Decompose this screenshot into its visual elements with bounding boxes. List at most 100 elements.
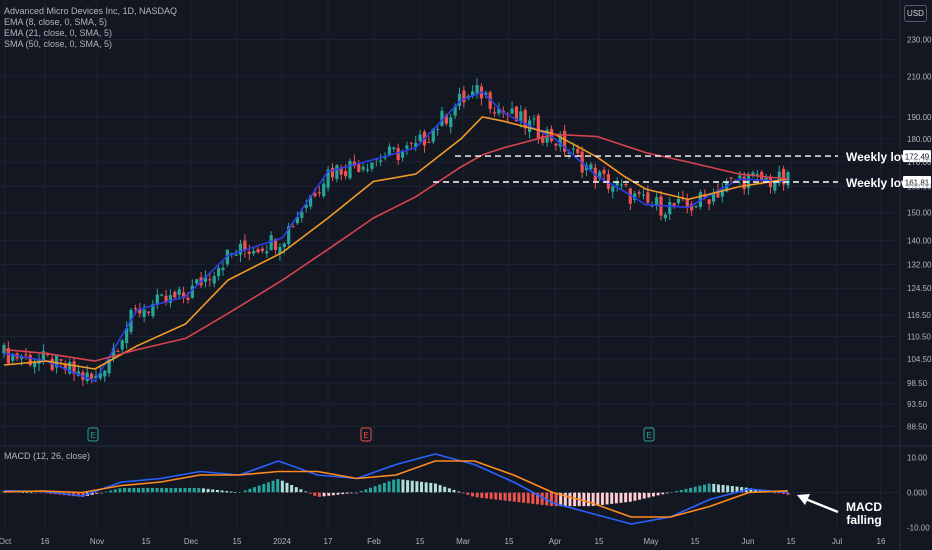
candle — [151, 299, 155, 319]
candle-body — [164, 295, 168, 303]
price-tag-label: 161.81 — [905, 178, 930, 187]
candle-body — [646, 192, 650, 203]
histogram-bar — [113, 489, 117, 493]
histogram-bar — [772, 492, 776, 494]
histogram-bar — [336, 492, 340, 495]
histogram-bar — [591, 492, 595, 507]
candle-body — [190, 285, 194, 298]
candle-body — [379, 160, 383, 162]
price-tag: 161.81 — [903, 175, 931, 188]
candle — [646, 185, 650, 205]
histogram-bar — [452, 489, 456, 493]
histogram-bar — [406, 480, 410, 493]
candle-body — [497, 108, 501, 114]
candle-body — [339, 167, 343, 175]
price-tick-label: 93.50 — [907, 400, 928, 409]
candle-body — [449, 117, 453, 128]
candle-body — [59, 359, 63, 361]
candle — [295, 211, 300, 226]
histogram-bar — [368, 487, 372, 493]
candle-body — [707, 199, 711, 205]
price-tick-label: 88.50 — [907, 423, 928, 432]
earnings-marker: E — [360, 427, 372, 442]
candle — [462, 86, 466, 108]
price-tick-label: 210.00 — [907, 72, 932, 81]
candle-body — [335, 165, 339, 180]
price-tick-label: 140.00 — [907, 237, 932, 246]
candle-body — [212, 276, 216, 284]
candle-body — [519, 111, 523, 122]
candle — [637, 189, 641, 198]
price-tick-label: 170.00 — [907, 158, 932, 167]
candle — [54, 354, 59, 374]
candle-body — [396, 148, 400, 161]
histogram-bar — [280, 480, 284, 493]
time-tick-label: Apr — [549, 537, 562, 546]
candle-body — [300, 211, 304, 218]
histogram-bar — [512, 492, 516, 502]
candle-body — [181, 292, 186, 298]
candle-body — [418, 134, 422, 142]
histogram-bar — [628, 492, 632, 502]
currency-button[interactable]: USD — [904, 5, 927, 22]
histogram-bar — [651, 492, 655, 497]
candle-body — [510, 108, 514, 114]
candle-body — [217, 268, 221, 277]
candle — [217, 264, 221, 281]
candle — [457, 87, 462, 111]
candle-body — [589, 164, 593, 170]
price-tick-label: 116.50 — [907, 311, 931, 320]
candle — [103, 369, 107, 382]
candle — [138, 302, 142, 318]
candle-body — [523, 110, 527, 129]
histogram-bar — [638, 492, 642, 500]
candle-body — [322, 183, 326, 197]
histogram-bar — [146, 487, 150, 493]
time-tick-label: Nov — [90, 537, 104, 546]
histogram-bar — [471, 492, 475, 497]
histogram-bar — [322, 492, 326, 497]
candle-body — [304, 204, 308, 208]
candle-body — [46, 353, 50, 356]
candle-body — [492, 112, 497, 114]
candle-body — [471, 91, 475, 96]
candle-body — [2, 344, 6, 354]
candle-body — [177, 289, 181, 295]
histogram-bar — [350, 492, 354, 494]
histogram-bar — [707, 483, 711, 493]
histogram-bar — [526, 492, 530, 504]
histogram-bar — [30, 492, 34, 494]
candle-body — [352, 161, 356, 166]
candle-body — [370, 162, 374, 169]
candle-body — [330, 167, 335, 178]
histogram-bar — [141, 487, 145, 493]
candle-body — [392, 147, 396, 150]
candle-body — [256, 249, 260, 253]
histogram-bar — [378, 484, 382, 493]
candle-body — [782, 168, 786, 185]
axes: 230.00210.00190.00180.00170.00160.00150.… — [0, 36, 932, 547]
candle-body — [387, 146, 392, 155]
candle — [492, 106, 497, 117]
candle-body — [427, 142, 431, 144]
candle-body — [711, 192, 716, 202]
price-tick-label: 104.50 — [907, 355, 932, 364]
histogram-bar — [563, 492, 567, 507]
candle-body — [457, 93, 462, 107]
candle — [392, 146, 396, 152]
histogram-bar — [118, 488, 122, 493]
macd-line — [3, 453, 789, 525]
histogram-bar — [373, 486, 377, 493]
time-tick-label: Mar — [456, 537, 470, 546]
histogram-bar — [433, 483, 437, 493]
candle-body — [619, 184, 624, 186]
legend-ema8: EMA (8, close, 0, SMA, 5) — [4, 17, 108, 27]
legend-sma50: SMA (50, close, 0, SMA, 5) — [4, 39, 113, 49]
candle — [146, 311, 151, 316]
candle — [475, 78, 479, 99]
candle — [33, 358, 37, 374]
earnings-marker-box — [87, 427, 99, 442]
candle — [221, 261, 225, 276]
